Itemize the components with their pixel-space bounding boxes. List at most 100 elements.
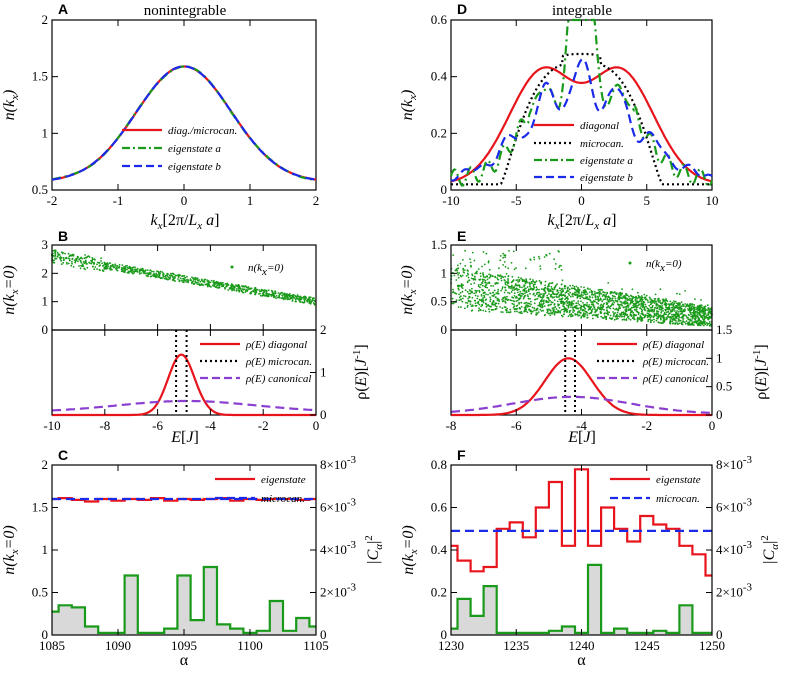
- panel-e-point: [565, 309, 568, 312]
- panel-b-point: [194, 281, 197, 284]
- panel-e-point: [629, 299, 631, 302]
- panel-e-point: [671, 322, 674, 325]
- panel-b-rho-diagonal: [52, 353, 316, 417]
- panel-e-point: [537, 311, 540, 313]
- panel-e-point: [482, 297, 484, 299]
- panel-b-point: [280, 297, 283, 300]
- panel-b-point: [70, 254, 73, 257]
- panel-e-point: [610, 291, 613, 293]
- panel-e-point: [607, 305, 610, 307]
- panel-b-point: [204, 278, 207, 281]
- panel-b-bottom-x-tick-label: -6: [152, 418, 163, 433]
- panel-e-point: [676, 292, 678, 295]
- panel-c-x-tick-label: 1105: [303, 638, 329, 653]
- panel-e-point: [630, 306, 633, 309]
- panel-e-point: [529, 259, 532, 261]
- panel-a-legend-1-label: eigenstate a: [168, 143, 221, 155]
- panel-b-point: [159, 270, 162, 273]
- panel-e-point: [660, 311, 663, 314]
- panel-b-point: [121, 264, 124, 266]
- panel-b-point: [59, 256, 61, 259]
- panel-b-point: [106, 262, 109, 264]
- panel-e-point: [571, 306, 574, 309]
- panel-e-point: [505, 311, 508, 314]
- panel-e-point: [488, 276, 491, 279]
- panel-e-bottom-y-tick-label: 0: [716, 407, 723, 422]
- panel-f-y-tick-label: 0.8: [431, 457, 447, 472]
- panel-e-point: [568, 301, 571, 304]
- panel-e-point: [548, 252, 551, 255]
- panel-e-point: [614, 315, 617, 318]
- panel-e-point: [497, 288, 500, 291]
- panel-e-point: [680, 305, 683, 308]
- panel-b-bottom-x-tick-label: -4: [205, 418, 216, 433]
- panel-e-point: [556, 289, 559, 291]
- panel-e-point: [528, 308, 530, 311]
- panel-f-x-tick-label: 1235: [503, 638, 529, 653]
- panel-e-point: [516, 310, 518, 313]
- panel-e-point: [637, 304, 640, 307]
- panel-b-point: [186, 275, 188, 278]
- panel-b-point: [84, 254, 86, 256]
- panel-e-point: [473, 292, 476, 295]
- panel-b-point: [164, 275, 167, 278]
- panel-e-point: [507, 267, 510, 270]
- panel-e-point: [522, 297, 525, 300]
- panel-e-point: [601, 289, 603, 291]
- panel-e-point: [662, 300, 665, 302]
- panel-e-point: [459, 262, 462, 265]
- panel-e-point: [464, 307, 466, 310]
- panel-b-point: [182, 277, 185, 280]
- panel-b-point: [192, 280, 195, 282]
- panel-e-point: [539, 306, 542, 308]
- panel-e-point: [492, 291, 494, 294]
- panel-e-bottom-x-tick-label: 0: [709, 418, 716, 433]
- panel-b-point: [197, 279, 200, 282]
- panel-e-point: [513, 303, 515, 306]
- panel-f-coef-fill: [451, 564, 712, 635]
- panel-e-point: [504, 298, 507, 301]
- panel-e-point: [541, 298, 543, 301]
- panel-e-point: [467, 270, 469, 272]
- panel-e-point: [639, 315, 642, 317]
- panel-e-point: [641, 306, 644, 309]
- panel-e-point: [672, 313, 674, 316]
- panel-e-point: [604, 316, 607, 319]
- panel-b-point: [129, 270, 132, 273]
- panel-e-point: [597, 297, 600, 299]
- panel-b-point: [308, 296, 311, 299]
- panel-b-point: [178, 280, 181, 283]
- panel-e-point: [517, 291, 519, 294]
- panel-e-point: [626, 316, 629, 318]
- panel-b-point: [123, 266, 125, 268]
- panel-e-point: [564, 295, 566, 298]
- panel-b-point: [83, 267, 86, 270]
- panel-e-point: [564, 308, 566, 311]
- panel-e-point: [476, 297, 479, 300]
- panel-e-point: [496, 277, 498, 279]
- panel-b-point: [84, 259, 87, 262]
- panel-b-legend-2-label-part: ) canonical: [261, 373, 312, 385]
- panel-b-point: [277, 292, 280, 294]
- panel-e-point: [627, 304, 630, 307]
- panel-e-bottom-y-tick-label: 1: [716, 350, 723, 365]
- panel-e-point: [626, 301, 629, 304]
- panel-d-xlabel-part: [2π/: [560, 212, 586, 229]
- panel-e-point: [526, 304, 529, 306]
- panel-e-point: [629, 297, 631, 300]
- panel-f-x-tick-label: 1230: [438, 638, 464, 653]
- panel-e-point: [575, 313, 578, 316]
- panel-b-point: [269, 293, 272, 296]
- panel-e-point: [554, 267, 557, 270]
- panel-f-yr-tick-label-part: 2×10: [716, 585, 743, 600]
- panel-b-point: [227, 284, 230, 286]
- panel-d-y-tick-label: 0: [441, 182, 448, 197]
- panel-b-point: [159, 272, 162, 275]
- panel-e-point: [525, 290, 528, 292]
- panel-e-point: [617, 308, 620, 311]
- panel-b-point: [264, 289, 266, 291]
- panel-e-point: [547, 288, 550, 290]
- panel-e-point: [627, 306, 630, 308]
- panel-e-point: [453, 274, 456, 277]
- panel-e-point: [625, 307, 628, 310]
